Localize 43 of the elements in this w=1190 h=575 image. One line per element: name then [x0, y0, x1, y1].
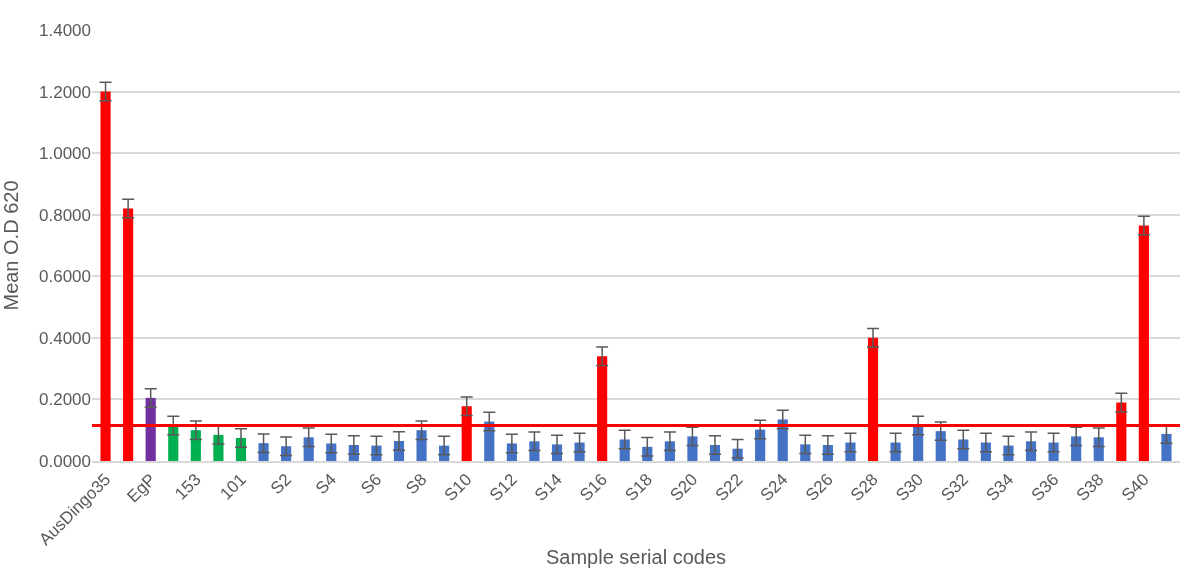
x-tick-label: S16 [576, 470, 611, 505]
bar [958, 439, 969, 461]
bar [529, 441, 540, 461]
x-tick-label: 101 [216, 470, 250, 504]
x-tick-label: S24 [756, 470, 792, 505]
x-tick-label: S38 [1072, 470, 1108, 505]
y-tick-label: 0.2000 [39, 390, 91, 410]
x-tick-label: S2 [266, 470, 295, 499]
x-tick-label: S14 [531, 470, 566, 505]
x-tick-label: EgP [123, 470, 160, 507]
x-tick-label: S32 [937, 470, 973, 505]
x-tick-label: S26 [801, 470, 837, 505]
x-tick-label: S28 [847, 470, 882, 505]
bar [1093, 437, 1104, 461]
x-tick-label: S40 [1117, 470, 1153, 505]
x-tick-label: S10 [440, 470, 476, 505]
bar [935, 431, 946, 461]
x-tick-label: S18 [621, 470, 657, 505]
y-tick-label: 1.4000 [39, 20, 91, 40]
x-tick-label: S30 [892, 470, 927, 505]
x-tick-label: S20 [666, 470, 702, 505]
y-tick-label: 0.4000 [39, 328, 91, 348]
x-tick-label: S22 [711, 470, 747, 505]
y-tick-label: 0.6000 [39, 267, 91, 287]
y-tick-label: 0.8000 [39, 205, 91, 225]
y-tick-label: 1.2000 [39, 82, 91, 102]
bar [416, 430, 427, 461]
bar [190, 430, 201, 461]
x-tick-label: S12 [485, 470, 521, 505]
x-tick-label: 153 [171, 470, 205, 504]
y-tick-label: 1.0000 [39, 144, 91, 164]
bar [1161, 433, 1172, 461]
bar [303, 437, 314, 461]
bar [619, 439, 630, 461]
y-tick-label: 0.0000 [39, 451, 91, 471]
x-tick-label: S36 [1027, 470, 1063, 505]
bar [687, 436, 698, 461]
x-tick-label: S34 [982, 470, 1018, 505]
x-axis-title: Sample serial codes [545, 545, 727, 568]
x-tick-label: S6 [357, 470, 386, 499]
x-tick-label: S4 [311, 470, 341, 499]
y-axis-title: Mean O.D 620 [0, 180, 22, 311]
x-tick-label: S8 [402, 470, 431, 499]
